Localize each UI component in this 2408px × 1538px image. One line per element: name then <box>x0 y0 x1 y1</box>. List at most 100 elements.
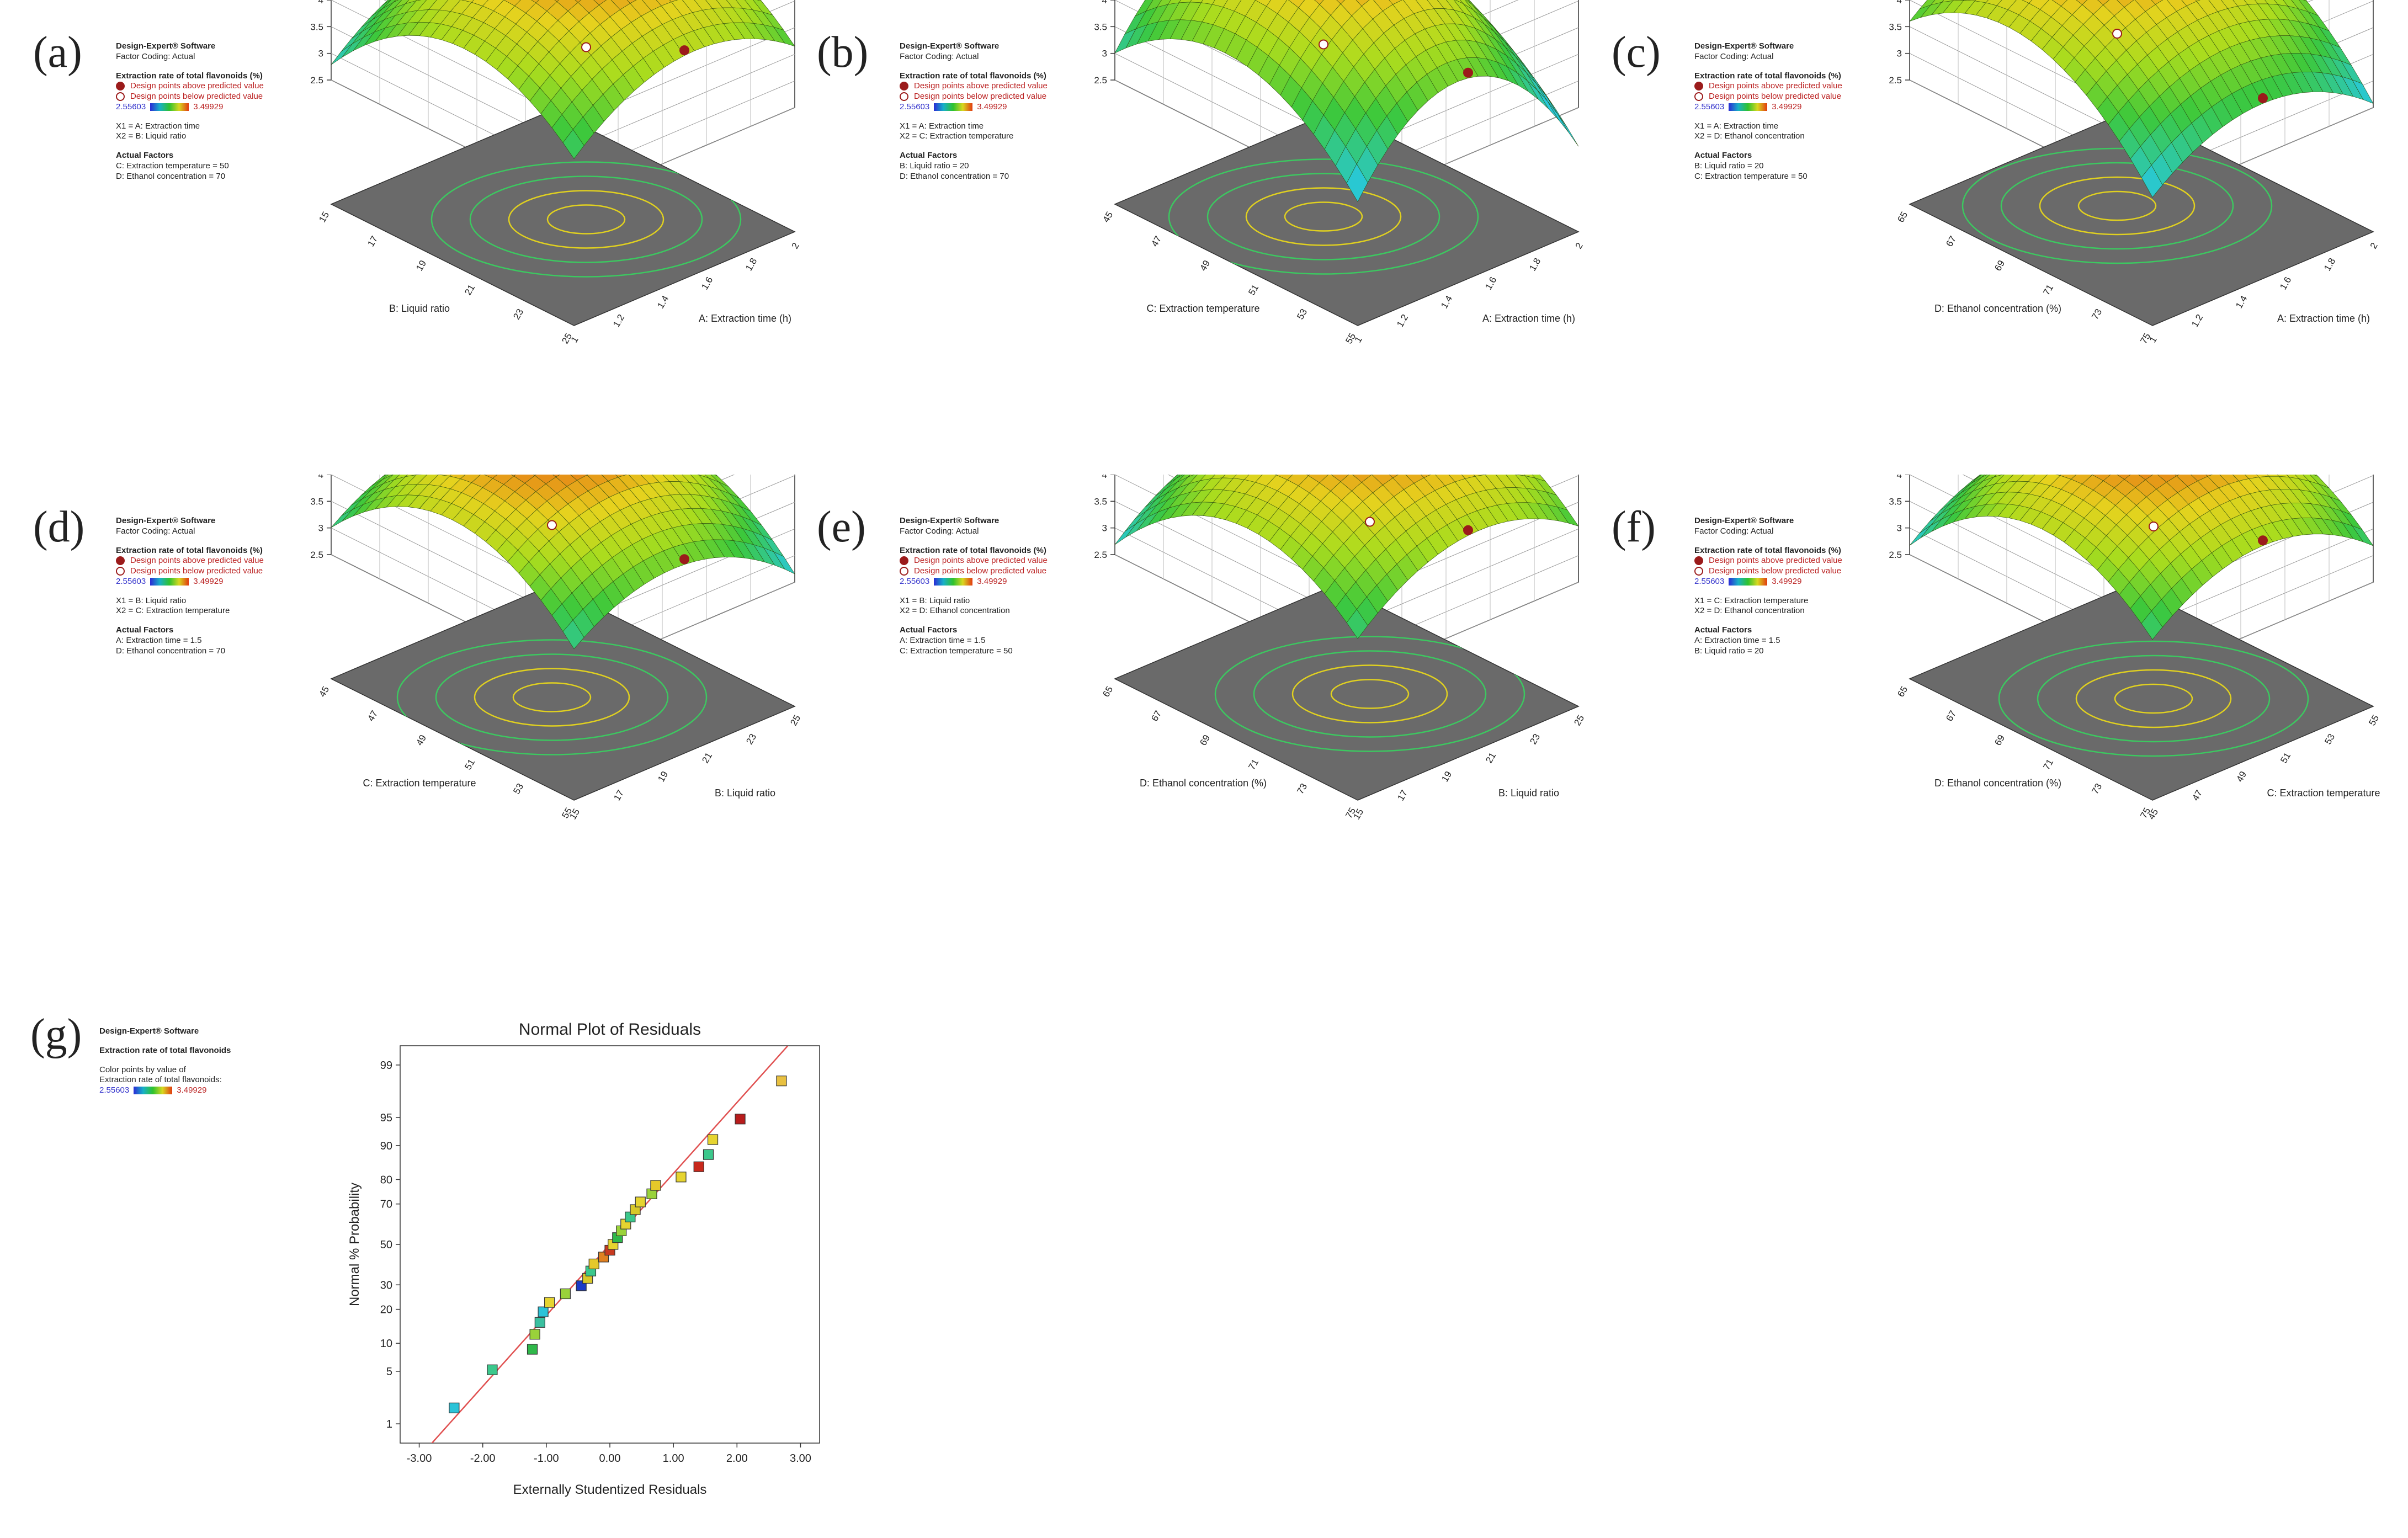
legend-factor-2: D: Ethanol concentration = 70 <box>900 171 1009 181</box>
g-y-tick-label: 1 <box>386 1418 392 1430</box>
legend-response: Extraction rate of total flavonoids <box>99 1045 231 1055</box>
z-tick-label: 3.5 <box>310 496 323 507</box>
legend-coding: Factor Coding: Actual <box>900 526 979 536</box>
z-tick-label: 3 <box>1897 523 1902 534</box>
right-axis-label: A: Extraction time (h) <box>1482 313 1575 324</box>
legend-low: 2.55603 <box>1694 576 1725 586</box>
left-tick-label: 21 <box>463 283 477 297</box>
color-bar <box>134 1087 173 1095</box>
legend-factor-2: C: Extraction temperature = 50 <box>900 646 1013 656</box>
right-tick-label: 17 <box>612 788 626 802</box>
left-tick-label: 49 <box>1198 258 1212 273</box>
z-tick-label: 4 <box>1102 475 1107 480</box>
contour-line <box>2037 654 2271 743</box>
legend-low: 2.55603 <box>900 102 930 111</box>
g-y-tick-label: 99 <box>380 1060 392 1072</box>
legend-x2: X2 = D: Ethanol concentration <box>900 606 1010 616</box>
right-tick-label: 2 <box>2368 241 2380 251</box>
g-data-point <box>544 1297 555 1308</box>
legend-above: Design points above predicted value <box>900 81 1048 92</box>
surface-plot: 2.533.544.555.5Extraction rate of total … <box>310 475 802 821</box>
below-marker-icon <box>900 92 908 102</box>
left-tick-label: 67 <box>1944 234 1958 248</box>
response-surface <box>1909 0 2374 198</box>
contour-line <box>396 639 708 755</box>
color-bar <box>934 103 973 111</box>
surface-cell <box>552 475 560 477</box>
g-x-tick-label: -2.00 <box>470 1452 496 1465</box>
legend-above: Design points above predicted value <box>900 556 1048 566</box>
legend-coding: Factor Coding: Actual <box>900 51 979 61</box>
g-x-tick-label: 2.00 <box>726 1452 748 1465</box>
legend-high: 3.49929 <box>193 102 224 111</box>
left-tick-label: 67 <box>1149 709 1163 723</box>
legend-x1: X1 = A: Extraction time <box>116 121 200 131</box>
g-x-tick-label: 3.00 <box>790 1452 811 1465</box>
legend-response: Extraction rate of total flavonoids (%) <box>1694 71 1841 81</box>
right-tick-label: 21 <box>1484 751 1498 765</box>
surface-cell <box>2097 0 2110 6</box>
legend-below-text: Design points below predicted value <box>914 92 1047 101</box>
surface-cell <box>575 0 582 3</box>
right-tick-label: 1.6 <box>1483 275 1498 291</box>
z-tick-label: 3.5 <box>310 22 323 32</box>
z-tick-label: 4 <box>1102 0 1107 6</box>
surface-cell <box>554 0 560 2</box>
legend-above: Design points above predicted value <box>116 81 264 92</box>
left-tick-label: 71 <box>2041 757 2055 771</box>
legend-below: Design points below predicted value <box>1694 92 1842 102</box>
panel-label: (f) <box>1612 503 1656 551</box>
legend-response: Extraction rate of total flavonoids (%) <box>900 71 1046 81</box>
contour-line <box>1284 201 1363 232</box>
right-tick-label: 53 <box>2322 732 2337 746</box>
color-bar <box>1729 577 1768 586</box>
contour-line <box>2000 162 2234 250</box>
below-marker-icon <box>900 567 908 576</box>
g-y-tick-label: 20 <box>380 1304 392 1316</box>
right-axis-label: B: Liquid ratio <box>1498 787 1559 799</box>
legend-colorbar: 2.55603 3.49929 <box>116 577 264 587</box>
z-tick-label: 4 <box>318 475 323 480</box>
color-bar <box>150 103 189 111</box>
g-y-tick-label: 5 <box>386 1366 392 1378</box>
legend-x2: X2 = D: Ethanol concentration <box>1694 131 1805 141</box>
contour-line <box>1291 664 1448 723</box>
g-title: Normal Plot of Residuals <box>519 1020 701 1039</box>
g-y-tick-label: 30 <box>380 1279 392 1291</box>
legend-software: Design-Expert® Software <box>900 516 1000 525</box>
left-axis-label: D: Ethanol concentration (%) <box>1934 303 2061 314</box>
right-tick-label: 49 <box>2234 769 2248 784</box>
contour-line <box>469 175 703 263</box>
right-tick-label: 1 <box>2147 334 2159 344</box>
left-tick-label: 23 <box>511 307 525 321</box>
legend-x2: X2 = D: Ethanol concentration <box>1694 606 1805 616</box>
contour-line <box>512 682 592 712</box>
legend-below: Design points below predicted value <box>900 92 1048 102</box>
z-tick-label: 3.5 <box>1889 22 1902 32</box>
z-tick-label: 2.5 <box>1889 550 1902 560</box>
legend-above: Design points above predicted value <box>1694 556 1842 566</box>
contour-line <box>2114 683 2193 714</box>
legend-x2: X2 = C: Extraction temperature <box>116 606 230 616</box>
legend-below-text: Design points below predicted value <box>1709 92 1842 101</box>
legend-below: Design points below predicted value <box>900 566 1048 577</box>
z-tick-label: 2.5 <box>310 75 323 86</box>
right-tick-label: 21 <box>700 751 714 765</box>
legend-high: 3.49929 <box>177 1085 207 1095</box>
panel-label: (e) <box>817 503 866 551</box>
right-tick-label: 19 <box>1439 769 1454 784</box>
legend-factor-1: B: Liquid ratio = 20 <box>1694 161 1764 171</box>
legend-high: 3.49929 <box>977 102 1007 111</box>
legend-below: Design points below predicted value <box>116 566 264 577</box>
surface-panel: (c) Design-Expert® Software Factor Codin… <box>1578 0 2380 475</box>
legend-software: Design-Expert® Software <box>116 41 216 51</box>
contour-line <box>2039 176 2196 236</box>
right-tick-label: 1.6 <box>699 275 715 291</box>
response-surface <box>331 0 795 159</box>
legend-below: Design points below predicted value <box>1694 566 1842 577</box>
panel-label: (c) <box>1612 28 1661 77</box>
legend-high: 3.49929 <box>1772 102 1802 111</box>
left-tick-label: 71 <box>1246 757 1261 771</box>
surface-cell <box>562 129 584 159</box>
left-tick-label: 67 <box>1944 709 1958 723</box>
